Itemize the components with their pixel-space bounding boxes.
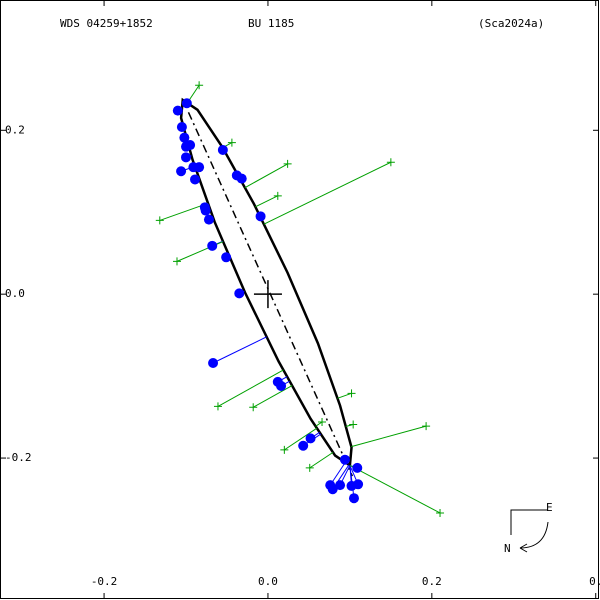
observation (200, 205, 211, 216)
observation (234, 288, 245, 299)
residual (315, 421, 323, 427)
observation (172, 257, 181, 266)
observation (190, 174, 201, 185)
observation (208, 358, 219, 369)
residual (349, 464, 441, 514)
residual (351, 425, 427, 448)
residual (159, 202, 209, 221)
residual (244, 163, 288, 189)
observation (176, 122, 187, 133)
observation (318, 418, 327, 427)
observation (176, 166, 187, 177)
observation (298, 440, 309, 451)
compass: E N (504, 501, 553, 555)
reference: (Sca2024a) (478, 17, 544, 30)
observation (181, 98, 192, 109)
observation (353, 479, 364, 490)
observation (194, 162, 205, 173)
residual (217, 369, 284, 407)
observation (352, 462, 363, 473)
observation (347, 389, 356, 398)
compass-arrowhead (519, 543, 528, 553)
observation (273, 191, 282, 200)
compass-north: N (504, 542, 511, 555)
x-tick-label: 0. (589, 575, 600, 588)
residual (337, 392, 352, 399)
chart-title: WDS 04259+1852 (60, 17, 153, 30)
observation (422, 422, 431, 431)
observation (181, 152, 192, 163)
observation (255, 211, 266, 222)
compass-arrow (519, 521, 549, 549)
observation (305, 463, 314, 472)
x-tick-label: 0.2 (422, 575, 442, 588)
observation (195, 81, 204, 90)
observation (213, 402, 222, 411)
observation (185, 140, 196, 151)
observation (339, 454, 350, 465)
observation (207, 240, 218, 251)
observation (227, 138, 236, 147)
observation (327, 484, 338, 495)
orbit (179, 97, 353, 468)
observation (236, 173, 247, 184)
compass-east: E (546, 501, 553, 514)
observation (305, 433, 316, 444)
observation (249, 403, 258, 412)
y-tick-label: -0.2 (5, 451, 32, 464)
x-tick-label: -0.2 (91, 575, 118, 588)
observation (179, 132, 190, 143)
residual (284, 427, 318, 451)
observation (280, 445, 289, 454)
residual (252, 385, 293, 408)
residual (309, 451, 334, 469)
x-tick-label: 0.0 (258, 575, 278, 588)
y-tick-label: 0.0 (5, 287, 25, 300)
observation (172, 105, 183, 116)
residual (255, 195, 279, 208)
chart-subtitle: BU 1185 (248, 17, 294, 30)
y-tick-label: 0.2 (5, 123, 25, 136)
residual (212, 336, 267, 364)
observation (217, 144, 228, 155)
compass-lines (510, 509, 548, 535)
observation (386, 158, 395, 167)
observation (203, 214, 214, 225)
observation (276, 380, 287, 391)
observation (283, 159, 292, 168)
observation (155, 216, 164, 225)
observation (436, 508, 445, 517)
observation (221, 252, 232, 263)
observation (335, 480, 346, 491)
observation (349, 420, 358, 429)
observation (348, 493, 359, 504)
residual (263, 161, 392, 225)
primary-star (253, 280, 282, 309)
